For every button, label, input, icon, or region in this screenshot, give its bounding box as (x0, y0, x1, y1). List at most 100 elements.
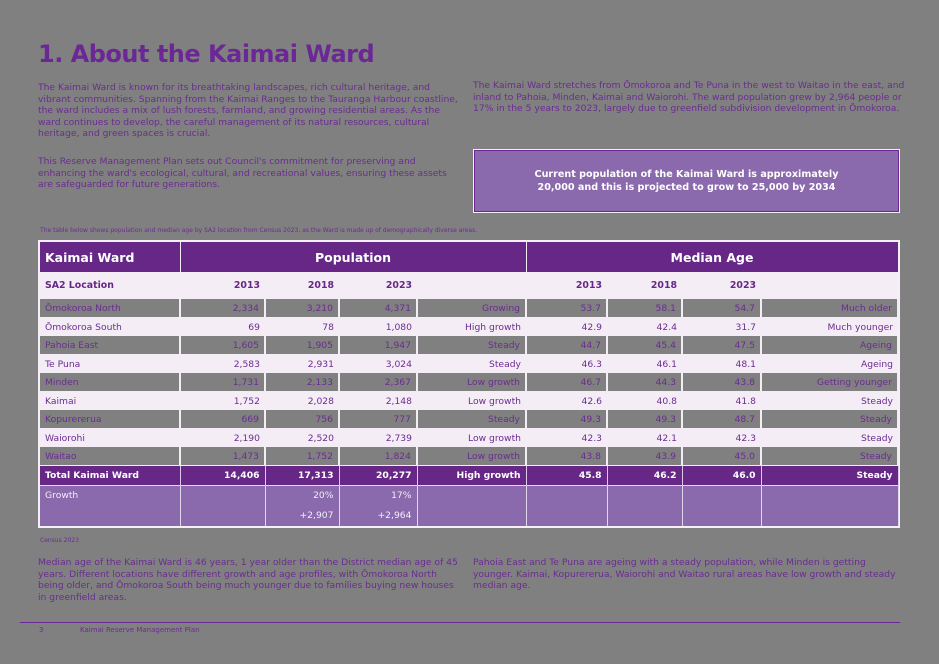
cell-age-2023: 54.7 (682, 299, 762, 318)
cell-pop-trend: Low growth (417, 447, 527, 466)
cell-pop-2018: 17,313 (265, 465, 340, 486)
cell-location: Te Puna (40, 354, 180, 373)
cell-age-trend: Steady (761, 465, 899, 486)
cell-pop-2013: 2,190 (180, 428, 265, 447)
cell-age-2018: 45.4 (607, 336, 683, 355)
header-age-2023: 2023 (682, 272, 761, 299)
header-pop-trend (417, 272, 526, 299)
growth-2023-percent: 17% (391, 490, 412, 501)
growth-2018-absolute: +2,907 (299, 510, 334, 521)
cell-pop-2023: 777 (339, 410, 418, 429)
cell-growth-empty (607, 485, 683, 526)
header-population: Population (180, 242, 527, 272)
cell-age-2013: 49.3 (526, 410, 608, 429)
cell-pop-2013: 2,334 (180, 299, 266, 318)
cell-growth-2018: 20% +2,907 (265, 485, 340, 526)
cell-age-2013: 42.3 (526, 428, 607, 447)
cell-age-trend: Steady (761, 428, 898, 447)
cell-age-trend: Much older (761, 299, 899, 318)
population-age-table: Kaimai Ward Population Median Age SA2 Lo… (38, 240, 900, 528)
cell-pop-2018: 2,520 (265, 428, 339, 447)
cell-age-2013: 42.6 (526, 391, 607, 410)
header-median-age: Median Age (526, 242, 899, 272)
cell-age-trend: Ageing (761, 354, 898, 373)
cell-age-2023: 42.3 (682, 428, 761, 447)
cell-pop-trend: Steady (417, 336, 527, 355)
table-caption: The table below shows population and med… (40, 227, 478, 234)
page-title: 1. About the Kaimai Ward (38, 40, 375, 68)
cell-pop-2023: 20,277 (339, 465, 418, 486)
cell-age-2023: 48.1 (682, 354, 761, 373)
table-total-row: Total Kaimai Ward 14,406 17,313 20,277 H… (40, 465, 899, 486)
table-row: Ōmokoroa North 2,334 3,210 4,371 Growing… (40, 299, 899, 318)
cell-age-2013: 46.3 (526, 354, 607, 373)
cell-pop-2023: 3,024 (339, 354, 417, 373)
cell-age-2013: 42.9 (526, 317, 607, 336)
cell-age-2018: 43.9 (607, 447, 683, 466)
cell-location: Waitao (40, 447, 181, 466)
cell-age-trend: Ageing (761, 336, 899, 355)
cell-pop-2013: 1,752 (180, 391, 265, 410)
cell-pop-2023: 1,824 (339, 447, 418, 466)
cell-age-2023: 45.0 (682, 447, 762, 466)
cell-location: Kaimai (40, 391, 180, 410)
cell-pop-trend: Steady (417, 410, 527, 429)
cell-age-2023: 31.7 (682, 317, 761, 336)
cell-pop-2013: 2,583 (180, 354, 265, 373)
callout-text: Current population of the Kaimai Ward is… (534, 169, 839, 193)
cell-age-2023: 46.0 (682, 465, 762, 486)
cell-pop-2023: 1,080 (339, 317, 417, 336)
population-callout-box: Current population of the Kaimai Ward is… (473, 149, 900, 213)
cell-age-2013: 43.8 (526, 447, 608, 466)
cell-location: Pahoia East (40, 336, 181, 355)
cell-age-trend: Much younger (761, 317, 898, 336)
cell-pop-2018: 2,028 (265, 391, 339, 410)
ageing-paragraph: Pahoia East and Te Puna are ageing with … (473, 557, 896, 592)
plan-paragraph: This Reserve Management Plan sets out Co… (38, 156, 447, 191)
extent-paragraph: The Kaimai Ward stretches from Ōmokoroa … (473, 80, 905, 115)
cell-pop-2018: 1,752 (265, 447, 340, 466)
header-age-2018: 2018 (607, 272, 682, 299)
cell-age-2023: 48.7 (682, 410, 762, 429)
cell-location: Total Kaimai Ward (40, 465, 181, 486)
header-pop-2023: 2023 (339, 272, 417, 299)
cell-pop-2023: 4,371 (339, 299, 418, 318)
cell-age-2018: 49.3 (607, 410, 683, 429)
cell-age-2018: 44.3 (607, 373, 683, 392)
cell-pop-2023: 2,739 (339, 428, 417, 447)
cell-pop-2018: 3,210 (265, 299, 340, 318)
cell-age-2023: 41.8 (682, 391, 761, 410)
cell-age-trend: Steady (761, 447, 899, 466)
cell-pop-2018: 1,905 (265, 336, 340, 355)
intro-paragraph: The Kaimai Ward is known for its breatht… (38, 82, 458, 140)
cell-growth-empty (761, 485, 899, 526)
cell-pop-2018: 78 (265, 317, 339, 336)
table-row: Minden 1,731 2,133 2,367 Low growth 46.7… (40, 373, 899, 392)
cell-growth-empty (526, 485, 608, 526)
cell-pop-2013: 14,406 (180, 465, 266, 486)
cell-age-2018: 42.4 (607, 317, 682, 336)
cell-pop-2013: 69 (180, 317, 265, 336)
cell-pop-trend: Low growth (417, 391, 526, 410)
growth-2023-absolute: +2,964 (377, 510, 412, 521)
cell-pop-2018: 756 (265, 410, 340, 429)
cell-age-2013: 46.7 (526, 373, 608, 392)
table-row: Waiorohi 2,190 2,520 2,739 Low growth 42… (40, 428, 898, 447)
cell-age-2013: 45.8 (526, 465, 608, 486)
cell-pop-2023: 1,947 (339, 336, 418, 355)
cell-age-2023: 43.8 (682, 373, 762, 392)
cell-pop-trend: High growth (417, 317, 526, 336)
cell-age-2018: 42.1 (607, 428, 682, 447)
cell-pop-2023: 2,148 (339, 391, 417, 410)
cell-pop-2023: 2,367 (339, 373, 418, 392)
cell-location: Ōmokoroa North (40, 299, 181, 318)
median-age-paragraph: Median age of the Kaimai Ward is 46 year… (38, 557, 458, 603)
header-pop-2013: 2013 (180, 272, 265, 299)
cell-pop-2018: 2,133 (265, 373, 340, 392)
header-age-2013: 2013 (526, 272, 607, 299)
cell-age-trend: Steady (761, 391, 898, 410)
cell-pop-2013: 1,473 (180, 447, 266, 466)
table-row: Ōmokoroa South 69 78 1,080 High growth 4… (40, 317, 898, 336)
table-row: Kopurererua 669 756 777 Steady 49.3 49.3… (40, 410, 899, 429)
cell-growth-empty (682, 485, 762, 526)
